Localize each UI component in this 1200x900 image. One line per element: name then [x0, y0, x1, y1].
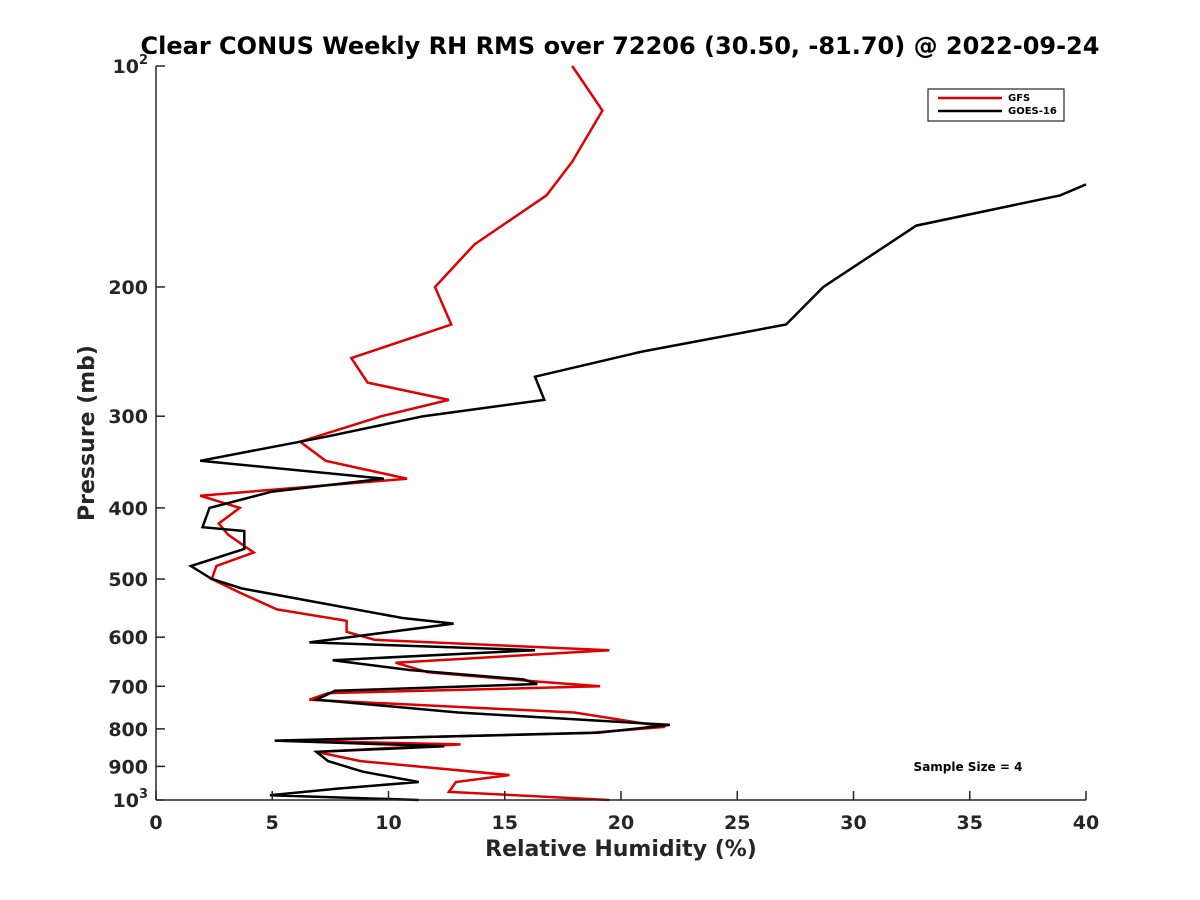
sample-size-annotation: Sample Size = 4	[914, 760, 1023, 774]
y-tick-label: 102	[113, 53, 149, 78]
legend-label-goes16: GOES-16	[1008, 106, 1057, 117]
x-ticks: 0 5 10 15 20 25 30 35 40	[149, 791, 1099, 834]
y-tick-label: 900	[108, 756, 148, 778]
x-tick-label: 10	[375, 812, 401, 834]
series-line-gfs	[199, 65, 666, 802]
y-tick-label: 200	[108, 277, 148, 299]
chart-title: Clear CONUS Weekly RH RMS over 72206 (30…	[141, 32, 1100, 60]
y-tick-label: 700	[108, 676, 148, 698]
y-ticks: 102 200 300 400 500 600 700 800 900 103	[108, 53, 165, 812]
y-tick-label: 500	[108, 569, 148, 591]
plot-lines	[187, 65, 1087, 802]
y-tick-label: 400	[108, 498, 148, 520]
legend-label-gfs: GFS	[1008, 93, 1030, 104]
x-tick-label: 30	[840, 812, 866, 834]
legend-box	[927, 88, 1065, 122]
x-tick-label: 15	[492, 812, 518, 834]
x-tick-label: 35	[957, 812, 983, 834]
axes	[155, 66, 1086, 801]
x-tick-label: 5	[266, 812, 279, 834]
x-axis-label: Relative Humidity (%)	[485, 837, 757, 862]
y-tick-label: 800	[108, 719, 148, 741]
y-tick-label: 300	[108, 406, 148, 428]
legend: GFS GOES-16	[927, 88, 1065, 122]
y-axis-label: Pressure (mb)	[75, 345, 100, 521]
x-tick-label: 40	[1073, 812, 1099, 834]
x-tick-label: 0	[149, 812, 162, 834]
y-tick-label: 600	[108, 627, 148, 649]
x-tick-label: 25	[724, 812, 750, 834]
series-line-goes16	[187, 183, 1087, 802]
y-tick-label: 103	[113, 787, 149, 812]
x-tick-label: 20	[608, 812, 634, 834]
